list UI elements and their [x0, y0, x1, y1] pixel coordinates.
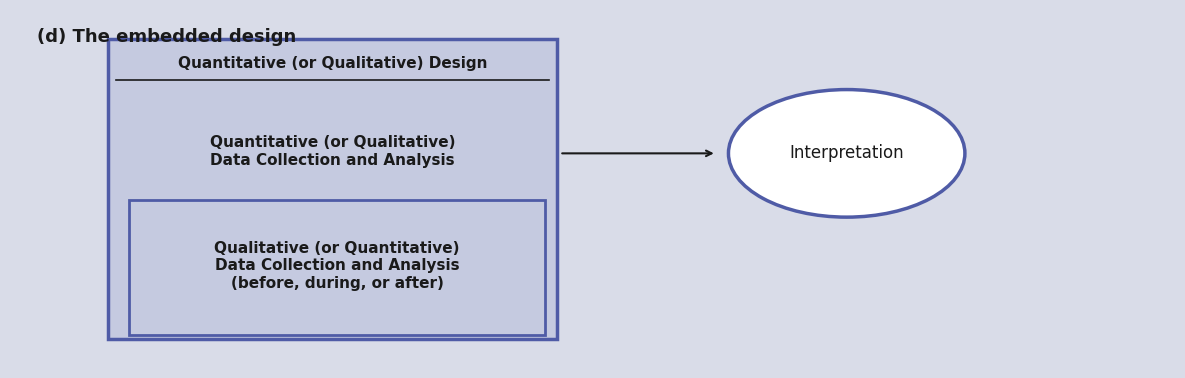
Text: Interpretation: Interpretation: [789, 144, 904, 163]
Text: Quantitative (or Qualitative) Design: Quantitative (or Qualitative) Design: [178, 56, 487, 71]
FancyBboxPatch shape: [108, 39, 557, 339]
Text: (d) The embedded design: (d) The embedded design: [37, 28, 296, 46]
Text: Qualitative (or Quantitative)
Data Collection and Analysis
(before, during, or a: Qualitative (or Quantitative) Data Colle…: [214, 241, 460, 291]
FancyBboxPatch shape: [129, 200, 545, 335]
Text: Quantitative (or Qualitative)
Data Collection and Analysis: Quantitative (or Qualitative) Data Colle…: [210, 135, 455, 168]
Ellipse shape: [729, 90, 965, 217]
